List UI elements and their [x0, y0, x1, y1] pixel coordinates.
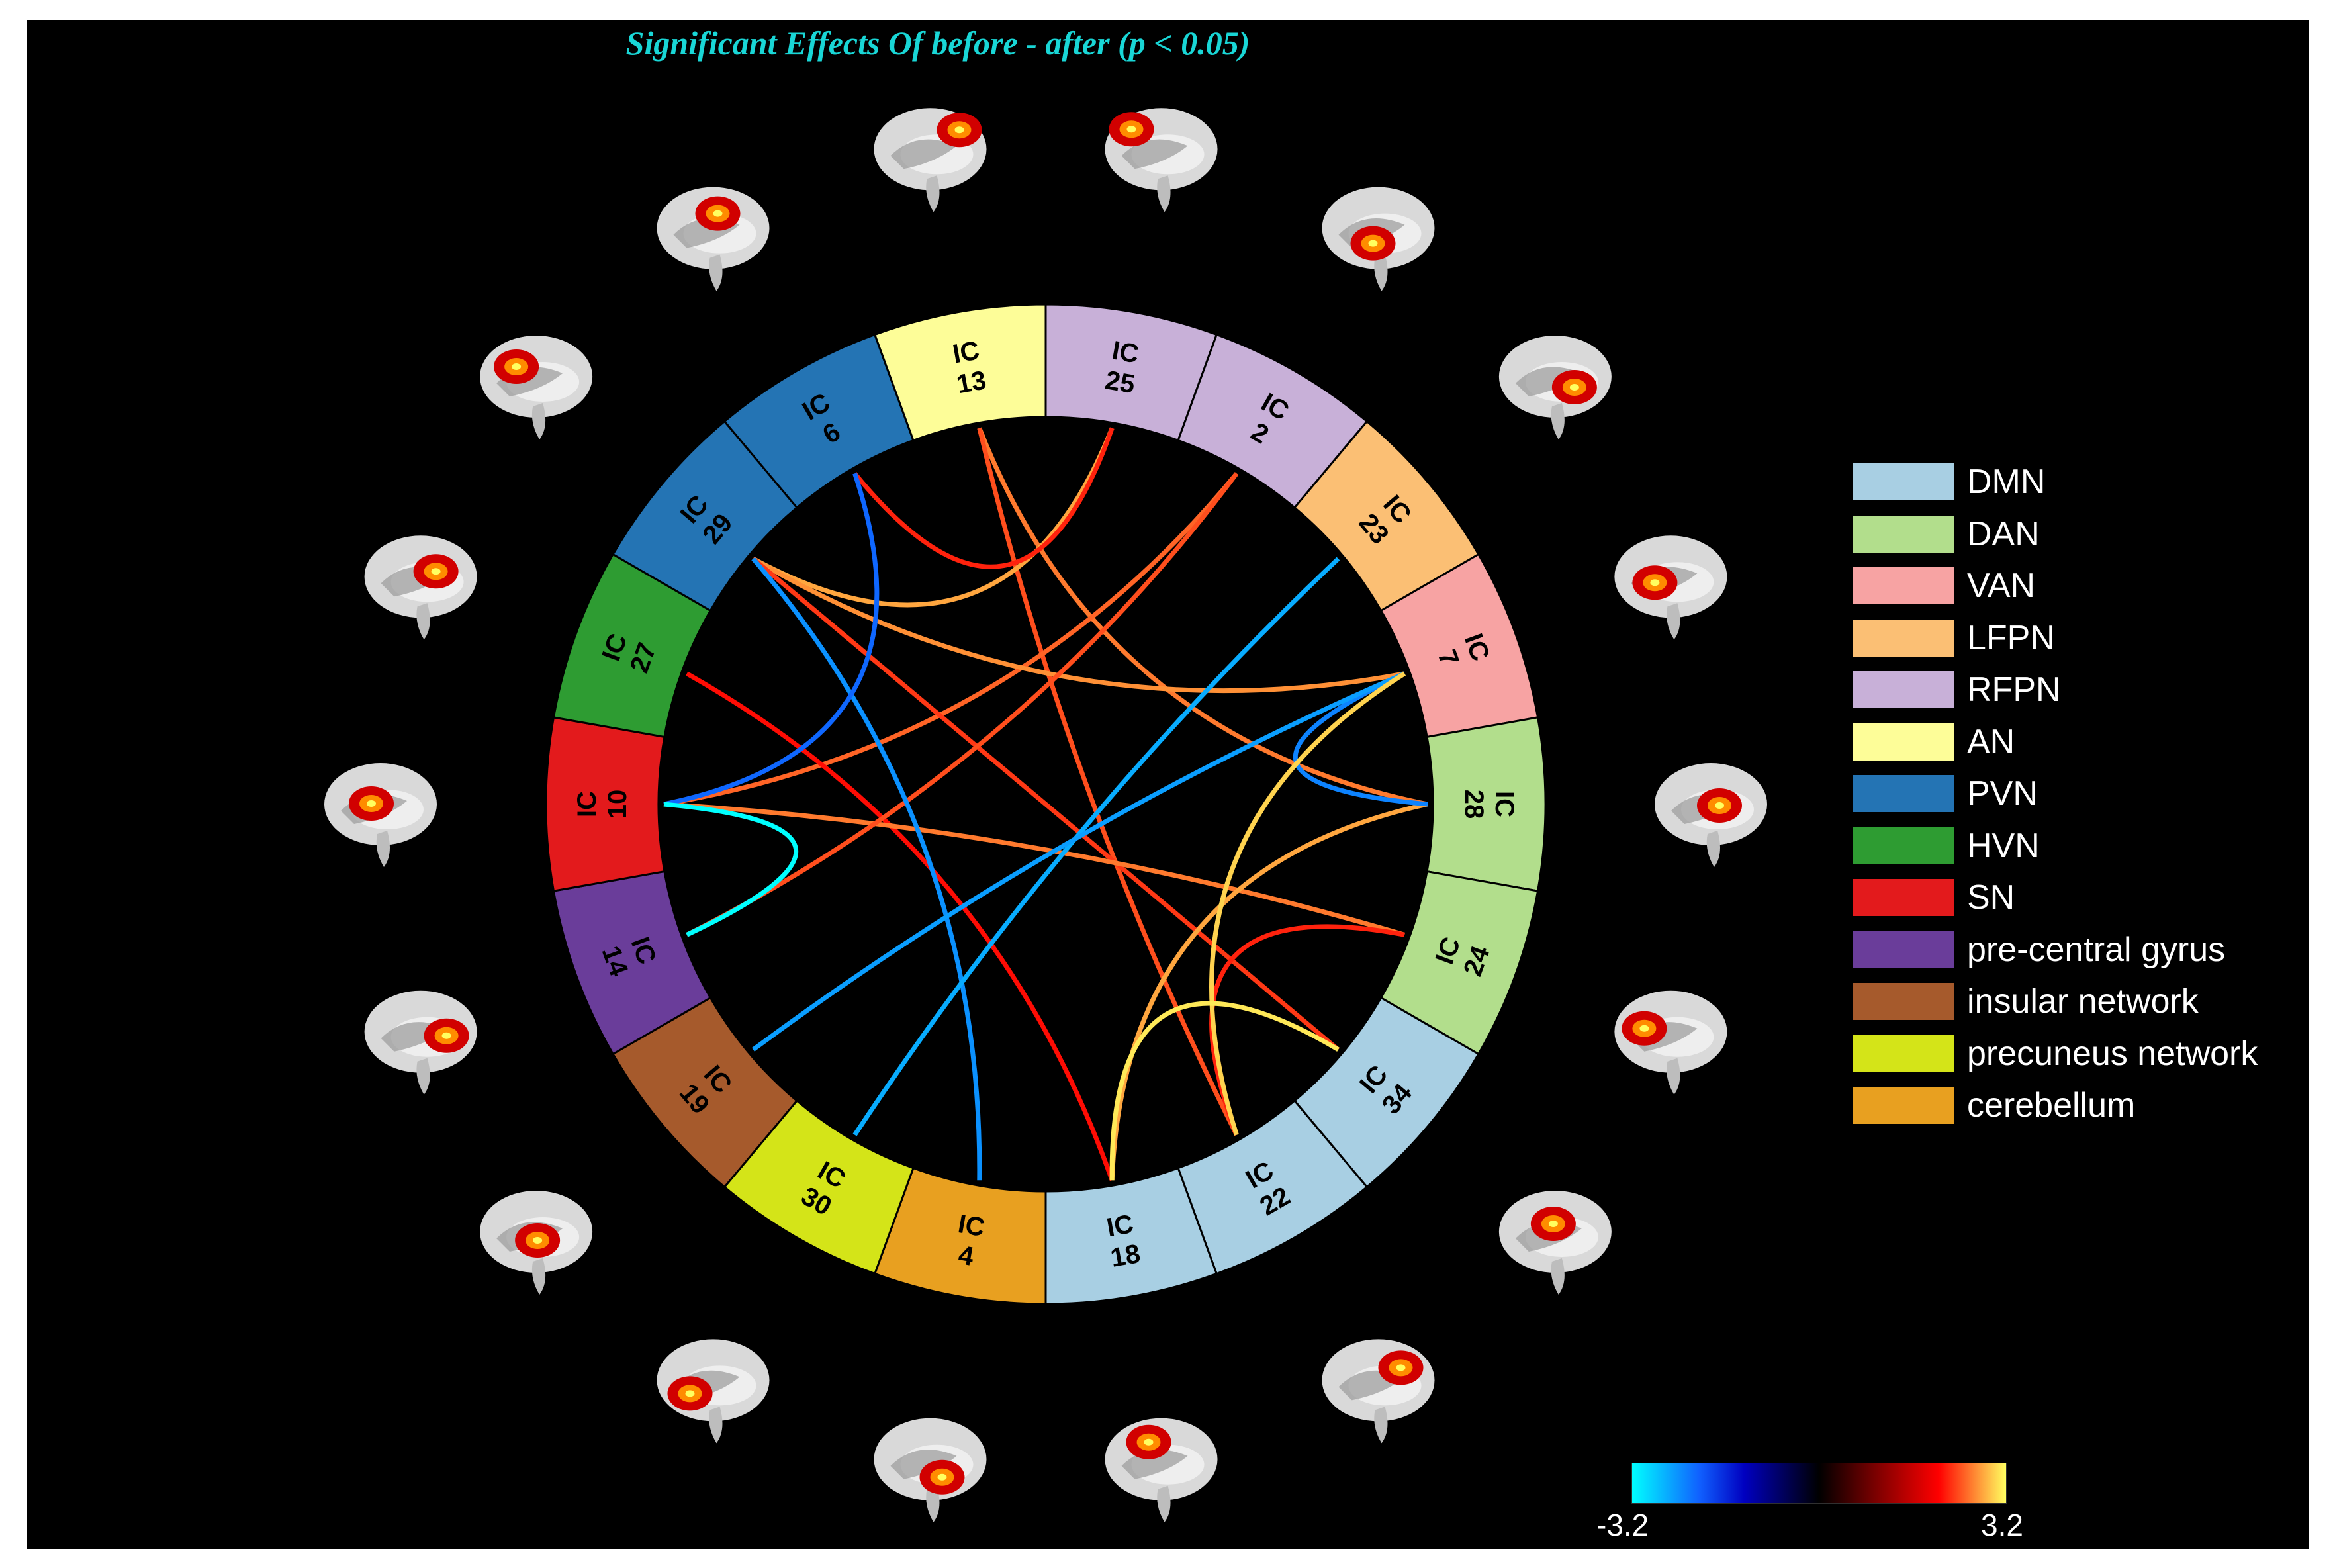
legend-label: AN	[1967, 722, 2015, 761]
brain-thumbnail-ic-24	[1614, 990, 1727, 1095]
segment-label-ic-13: IC	[950, 336, 982, 369]
connection-ic-19-ic-7	[751, 671, 1406, 1052]
segment-label-ic-10: IC	[572, 791, 602, 817]
connection-ic-29-ic-7	[752, 557, 1405, 694]
ring-segment-ic-13	[873, 303, 1047, 442]
brain-thumbnail-ic-22	[1322, 1339, 1435, 1444]
legend-label: HVN	[1967, 826, 2040, 865]
legend-swatch	[1853, 567, 1954, 604]
connection-ic-13-ic-22	[977, 427, 1239, 1136]
component-ring: IC25IC2IC23IC7IC28IC24IC34IC22IC18IC4IC3…	[545, 303, 1547, 1305]
brain-thumbnail-ic-2	[1322, 187, 1435, 291]
colorbar-min-label: -3.2	[1596, 1508, 1649, 1542]
legend-label: RFPN	[1967, 670, 2061, 709]
segment-label-ic-28: IC	[1490, 791, 1519, 817]
connection-ic-27-ic-18	[686, 671, 1115, 1181]
legend-swatch	[1853, 619, 1954, 657]
brain-thumbnail-ic-28	[1655, 763, 1767, 867]
legend-swatch	[1853, 983, 1954, 1020]
connection-ic-10-ic-6	[663, 473, 880, 807]
connection-ic-13-ic-28	[977, 427, 1428, 807]
legend-label: pre-central gyrus	[1967, 930, 2226, 969]
segment-number-ic-13: 13	[954, 365, 988, 399]
connection-ic-25-ic-29	[752, 427, 1115, 608]
legend-swatch	[1853, 515, 1954, 553]
connection-ic-22-ic-24	[1209, 924, 1405, 1136]
legend-swatch	[1853, 671, 1954, 708]
brain-thumbnail-ic-23	[1498, 335, 1612, 439]
connection-ic-2-ic-10	[663, 472, 1239, 807]
segment-number-ic-10: 10	[603, 790, 632, 819]
brain-thumbnail-ic-34	[1498, 1191, 1612, 1295]
connection-ic-29-ic-34	[751, 557, 1340, 1052]
colorbar-max-label: 3.2	[1981, 1508, 2023, 1542]
legend-label: LFPN	[1967, 618, 2055, 657]
brain-thumbnail-ic-19	[480, 1191, 593, 1295]
brain-thumbnail-ic-10	[324, 763, 437, 867]
brain-thumbnail-ic-30	[657, 1339, 770, 1444]
segment-number-ic-28: 28	[1459, 790, 1488, 819]
legend-swatch	[1853, 879, 1954, 916]
legend-label: precuneus network	[1967, 1034, 2258, 1073]
legend-swatch	[1853, 931, 1954, 968]
diagram-title: Significant Effects Of before - after (p…	[625, 24, 1250, 62]
connection-ic-23-ic-30	[852, 557, 1340, 1136]
connection-ic-29-ic-4	[751, 557, 982, 1181]
brain-thumbnail-ic-29	[480, 335, 593, 439]
connection-ic-7-ic-22	[1209, 671, 1406, 1136]
legend-label: SN	[1967, 878, 2015, 917]
connection-ic-10-ic-14	[663, 802, 799, 937]
brain-thumbnail-ic-27	[364, 535, 477, 640]
connection-ic-18-ic-34	[1109, 1001, 1340, 1181]
connection-ic-7-ic-28	[1293, 671, 1428, 807]
segment-label-ic-18: IC	[1105, 1209, 1136, 1242]
legend-swatch	[1853, 1087, 1954, 1124]
legend-swatch	[1853, 827, 1954, 864]
connection-ic-10-ic-24	[663, 802, 1406, 937]
legend-label: insular network	[1967, 982, 2199, 1021]
brain-thumbnail-ic-14	[364, 990, 477, 1095]
legend-label: DMN	[1967, 463, 2046, 501]
brain-thumbnails	[324, 108, 1767, 1522]
colorbar	[1631, 1463, 2007, 1504]
legend-swatch	[1853, 463, 1954, 500]
brain-thumbnail-ic-6	[657, 187, 770, 291]
connection-chords	[663, 427, 1428, 1181]
connection-ic-18-ic-28	[1109, 802, 1428, 1181]
brain-thumbnail-ic-25	[1105, 108, 1218, 212]
brain-thumbnail-ic-13	[874, 108, 987, 212]
legend-label: VAN	[1967, 567, 2036, 605]
connection-ic-25-ic-6	[852, 427, 1115, 569]
legend-label: DAN	[1967, 514, 2040, 553]
brain-thumbnail-ic-7	[1614, 535, 1727, 640]
segment-label-ic-4: IC	[956, 1209, 987, 1242]
segment-label-ic-25: IC	[1110, 336, 1141, 369]
brain-thumbnail-ic-18	[1105, 1418, 1218, 1522]
brain-thumbnail-ic-4	[874, 1418, 987, 1522]
connection-ic-14-ic-2	[686, 472, 1239, 937]
legend-swatch	[1853, 1035, 1954, 1072]
legend-swatch	[1853, 723, 1954, 761]
segment-number-ic-18: 18	[1109, 1239, 1142, 1273]
legend-swatch	[1853, 775, 1954, 812]
legend-label: cerebellum	[1967, 1086, 2136, 1125]
legend-label: PVN	[1967, 774, 2038, 813]
segment-number-ic-25: 25	[1103, 365, 1137, 399]
